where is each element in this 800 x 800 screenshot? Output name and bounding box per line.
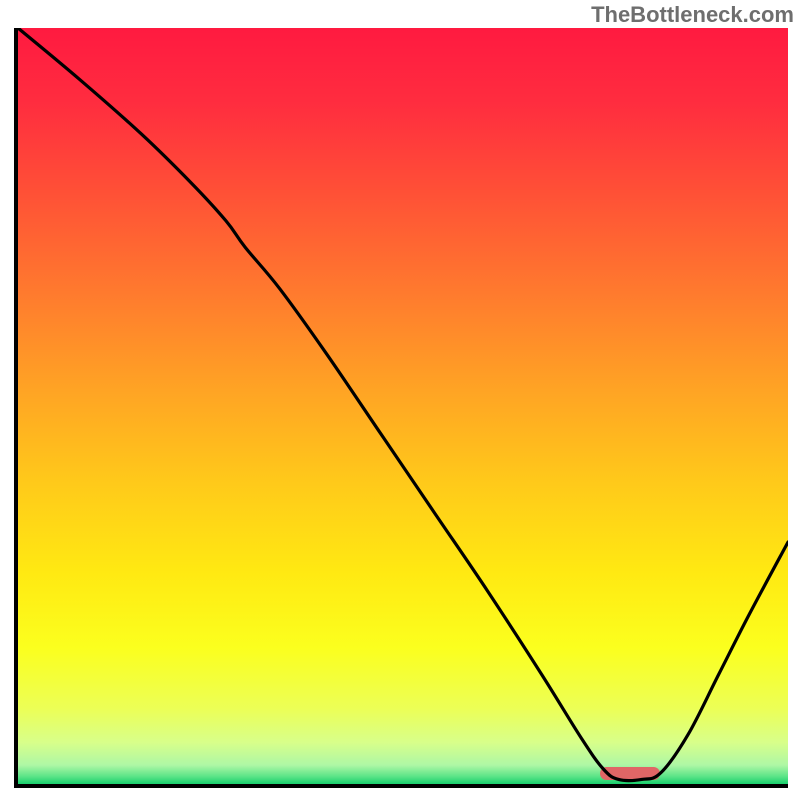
- plot-area: [18, 28, 788, 784]
- attribution-text: TheBottleneck.com: [591, 2, 794, 28]
- y-axis-line: [14, 28, 18, 788]
- x-axis-line: [14, 784, 788, 788]
- bottleneck-curve: [18, 28, 788, 781]
- chart-container: TheBottleneck.com: [0, 0, 800, 800]
- curve-layer: [18, 28, 788, 784]
